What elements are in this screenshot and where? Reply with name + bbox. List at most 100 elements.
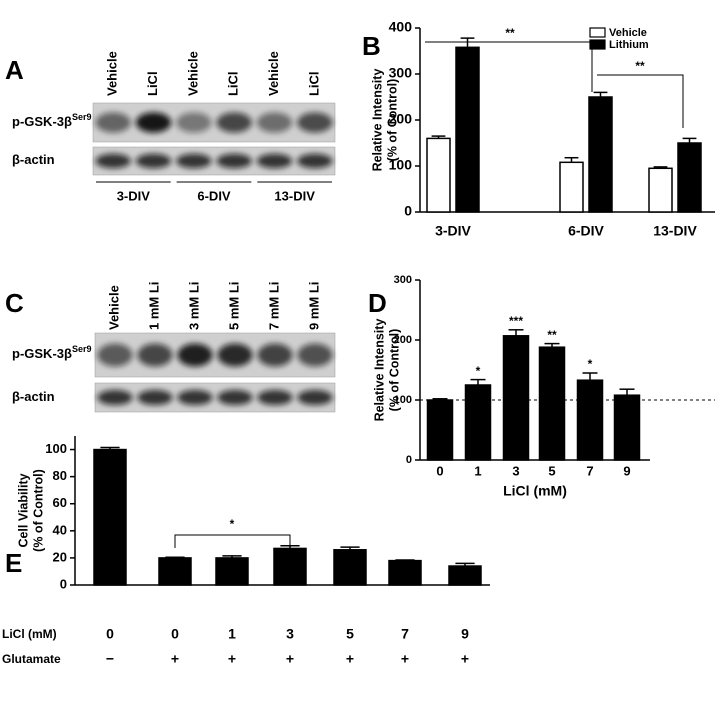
x-axis-label: LiCl (mM) bbox=[503, 483, 567, 499]
y-axis-label: Relative Intensity bbox=[370, 69, 384, 172]
legend-label: Lithium bbox=[609, 39, 649, 51]
legend-swatch bbox=[589, 39, 606, 50]
bar bbox=[333, 549, 367, 586]
blot-band bbox=[176, 153, 212, 169]
row-label-text: p-GSK-3β bbox=[12, 114, 72, 129]
row-label: p-GSK-3βSer9 bbox=[12, 112, 91, 129]
bar bbox=[588, 96, 613, 213]
y-axis-label: Relative Intensity bbox=[372, 319, 386, 422]
y-tick-label: 20 bbox=[53, 549, 67, 564]
lane-label: LiCl bbox=[226, 71, 241, 96]
x-tick-label: 1 bbox=[474, 463, 481, 478]
blot-band bbox=[137, 343, 173, 367]
y-tick-label: 300 bbox=[394, 274, 412, 286]
bar bbox=[464, 384, 492, 461]
significance-label: * bbox=[588, 357, 593, 371]
y-axis-label: Cell Viability bbox=[16, 473, 30, 547]
blot-background bbox=[94, 332, 336, 378]
significance-bracket bbox=[597, 74, 684, 128]
y-tick-label: 0 bbox=[60, 576, 67, 591]
blot-band bbox=[135, 112, 172, 133]
x-tick-label: 5 bbox=[548, 463, 555, 478]
significance-label: * bbox=[476, 364, 481, 378]
bar bbox=[559, 161, 584, 213]
significance-label: * bbox=[230, 517, 235, 531]
y-tick-label: 300 bbox=[389, 65, 413, 81]
y-tick-label: 40 bbox=[53, 522, 67, 537]
x-tick-label: 7 bbox=[586, 463, 593, 478]
significance-bracket bbox=[174, 534, 291, 548]
y-tick-label: 80 bbox=[53, 468, 67, 483]
blot-band bbox=[216, 153, 252, 169]
row-label-text: β-actin bbox=[12, 152, 55, 167]
condition-label: + bbox=[461, 651, 469, 667]
blot-band bbox=[135, 153, 172, 169]
y-tick-label: 100 bbox=[389, 157, 413, 173]
condition-label: − bbox=[106, 651, 114, 667]
row-label-text: β-actin bbox=[12, 389, 55, 404]
blot-band bbox=[95, 112, 131, 133]
x-tick-label: 0 bbox=[436, 463, 443, 478]
panel-label: E bbox=[5, 548, 22, 578]
x-tick-label: 5 bbox=[346, 626, 354, 642]
significance-label: ** bbox=[547, 328, 557, 342]
significance-bracket bbox=[425, 41, 593, 92]
y-tick-label: 100 bbox=[45, 441, 67, 456]
row-label: β-actin bbox=[12, 389, 55, 404]
bar bbox=[215, 557, 249, 586]
blot-band bbox=[257, 389, 293, 406]
panel-label: C bbox=[5, 288, 24, 318]
blot-band bbox=[216, 112, 252, 133]
significance-label: ** bbox=[635, 59, 645, 73]
lane-label: 9 mM Li bbox=[306, 282, 321, 330]
legend-swatch bbox=[589, 27, 606, 38]
row-label-sup: Ser9 bbox=[72, 344, 92, 354]
panel-label: D bbox=[368, 288, 387, 318]
blot-band bbox=[217, 389, 253, 406]
x-tick-label: 0 bbox=[171, 626, 179, 642]
blot-band bbox=[97, 343, 133, 367]
group-label: 6-DIV bbox=[197, 188, 231, 203]
x-tick-label: 3-DIV bbox=[435, 223, 471, 239]
group-label: 3-DIV bbox=[117, 188, 151, 203]
bar bbox=[576, 379, 604, 461]
lane-label: LiCl bbox=[306, 71, 321, 96]
y-tick-label: 400 bbox=[389, 19, 413, 35]
y-axis-label: (% of Control) bbox=[387, 329, 401, 412]
bar bbox=[677, 142, 702, 213]
blot-band bbox=[297, 343, 333, 367]
bar bbox=[93, 448, 127, 586]
blot-band bbox=[256, 112, 293, 133]
bar bbox=[502, 335, 530, 461]
lane-label: 3 mM Li bbox=[186, 282, 201, 330]
blot-band bbox=[297, 112, 333, 133]
blot-band bbox=[217, 343, 253, 367]
blot-band bbox=[137, 389, 173, 406]
row-label: p-GSK-3βSer9 bbox=[12, 344, 91, 361]
x-tick-label: 9 bbox=[461, 626, 469, 642]
bar bbox=[426, 399, 454, 461]
row-axis-label: LiCl (mM) bbox=[2, 627, 57, 641]
y-tick-label: 0 bbox=[404, 203, 412, 219]
bar bbox=[388, 559, 422, 586]
blot-band bbox=[297, 153, 333, 169]
lane-label: 1 mM Li bbox=[146, 282, 161, 330]
blot-band bbox=[297, 389, 333, 406]
bar bbox=[648, 167, 673, 213]
lane-label: LiCl bbox=[145, 71, 160, 96]
x-tick-label: 3 bbox=[286, 626, 294, 642]
blot-background bbox=[92, 102, 336, 143]
lane-label: 5 mM Li bbox=[226, 282, 241, 330]
x-tick-label: 7 bbox=[401, 626, 409, 642]
lane-label: Vehicle bbox=[266, 51, 281, 96]
lane-label: 7 mM Li bbox=[266, 282, 281, 330]
condition-label: + bbox=[401, 651, 409, 667]
y-axis-label: (% of Control) bbox=[31, 469, 45, 552]
significance-label: ** bbox=[505, 26, 515, 40]
legend-label: Vehicle bbox=[609, 27, 647, 39]
x-tick-label: 0 bbox=[106, 626, 114, 642]
bar bbox=[455, 46, 480, 213]
row-label-sup: Ser9 bbox=[72, 112, 92, 122]
bar bbox=[273, 547, 307, 586]
x-tick-label: 9 bbox=[623, 463, 630, 478]
